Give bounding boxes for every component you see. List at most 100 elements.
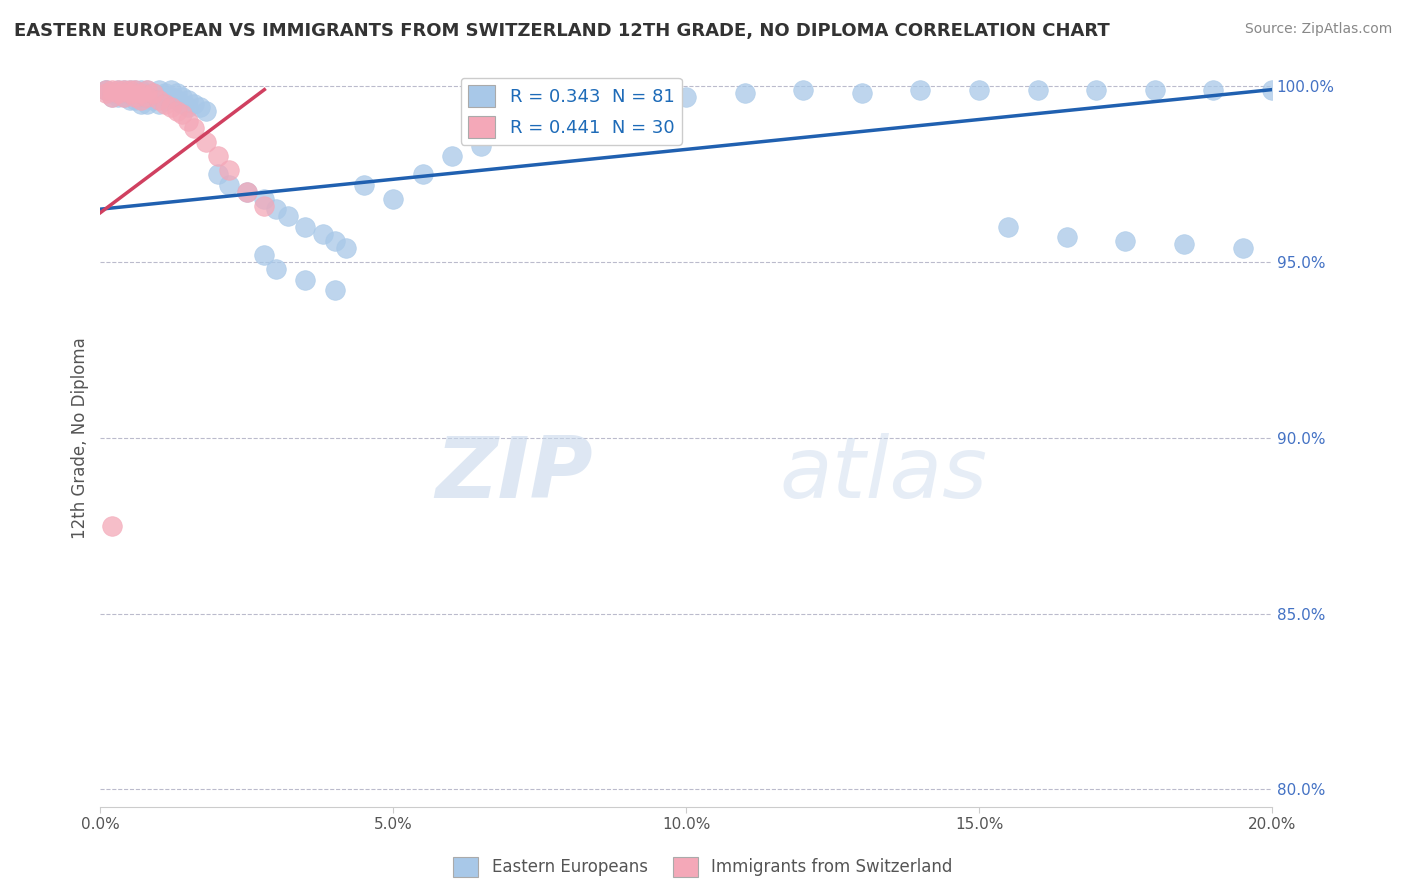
Point (166, 93, 188, 107)
Point (1114, 234, 1136, 248)
Point (96, 86, 118, 100)
Point (335, 241, 357, 255)
Point (207, 149, 229, 163)
Point (166, 86, 188, 100)
Point (1143, 82, 1166, 96)
Point (153, 96, 176, 111)
Point (645, 93, 668, 107)
Point (194, 136, 217, 150)
Point (558, 107, 581, 121)
Point (382, 192, 405, 206)
Point (323, 283, 346, 297)
Point (148, 96, 170, 111)
Point (118, 86, 141, 100)
Point (101, 82, 124, 96)
Point (136, 96, 159, 111)
Point (166, 103, 188, 118)
Point (159, 89, 181, 103)
Point (124, 82, 146, 96)
Point (101, 86, 124, 100)
Point (142, 93, 165, 107)
Point (253, 192, 276, 206)
Point (124, 86, 146, 100)
Point (1232, 241, 1254, 255)
Point (112, 82, 135, 96)
Point (792, 82, 814, 96)
Point (616, 96, 638, 111)
Point (101, 518, 124, 533)
Point (1056, 230, 1078, 244)
Point (236, 185, 259, 199)
Point (172, 89, 194, 103)
Point (499, 121, 522, 136)
Point (177, 100, 200, 114)
Point (412, 167, 434, 181)
Point (1026, 82, 1049, 96)
Legend: R = 0.343  N = 81, R = 0.441  N = 30: R = 0.343 N = 81, R = 0.441 N = 30 (461, 78, 682, 145)
Point (1261, 82, 1284, 96)
Point (112, 89, 135, 103)
Point (118, 82, 141, 96)
Text: atlas: atlas (780, 434, 988, 516)
Point (131, 89, 153, 103)
Point (101, 89, 124, 103)
Point (112, 86, 135, 100)
Point (136, 89, 159, 103)
Point (294, 272, 316, 286)
Point (136, 82, 159, 96)
Point (207, 167, 229, 181)
Point (153, 86, 176, 100)
Text: Source: ZipAtlas.com: Source: ZipAtlas.com (1244, 22, 1392, 37)
Point (264, 202, 287, 217)
Point (253, 248, 276, 262)
Point (323, 234, 346, 248)
Point (96, 82, 118, 96)
Point (142, 86, 165, 100)
Point (183, 121, 205, 136)
Point (277, 209, 299, 223)
Point (236, 185, 259, 199)
Point (107, 89, 129, 103)
Point (136, 89, 159, 103)
Point (188, 100, 211, 114)
Point (177, 114, 200, 128)
Point (148, 93, 170, 107)
Point (218, 178, 240, 192)
Point (264, 262, 287, 277)
Point (131, 82, 153, 96)
Point (153, 93, 176, 107)
Point (851, 86, 873, 100)
Point (142, 86, 165, 100)
Point (997, 219, 1019, 234)
Point (131, 93, 153, 107)
Point (1173, 237, 1195, 252)
Point (172, 107, 194, 121)
Point (112, 89, 135, 103)
Point (124, 82, 146, 96)
Point (1085, 82, 1108, 96)
Point (967, 82, 990, 96)
Point (107, 86, 129, 100)
Point (910, 82, 932, 96)
Point (159, 82, 181, 96)
Point (159, 100, 181, 114)
Legend: Eastern Europeans, Immigrants from Switzerland: Eastern Europeans, Immigrants from Switz… (447, 850, 959, 884)
Point (294, 219, 316, 234)
Point (107, 86, 129, 100)
Point (470, 139, 492, 153)
Point (312, 227, 335, 241)
Point (529, 114, 551, 128)
Point (177, 93, 200, 107)
Point (131, 86, 153, 100)
Point (1202, 82, 1225, 96)
Point (440, 149, 463, 163)
Point (112, 82, 135, 96)
Point (218, 163, 240, 178)
Point (107, 82, 129, 96)
Point (118, 93, 141, 107)
Point (101, 89, 124, 103)
Text: ZIP: ZIP (434, 434, 592, 516)
Point (96, 82, 118, 96)
Point (194, 103, 217, 118)
Point (148, 82, 170, 96)
